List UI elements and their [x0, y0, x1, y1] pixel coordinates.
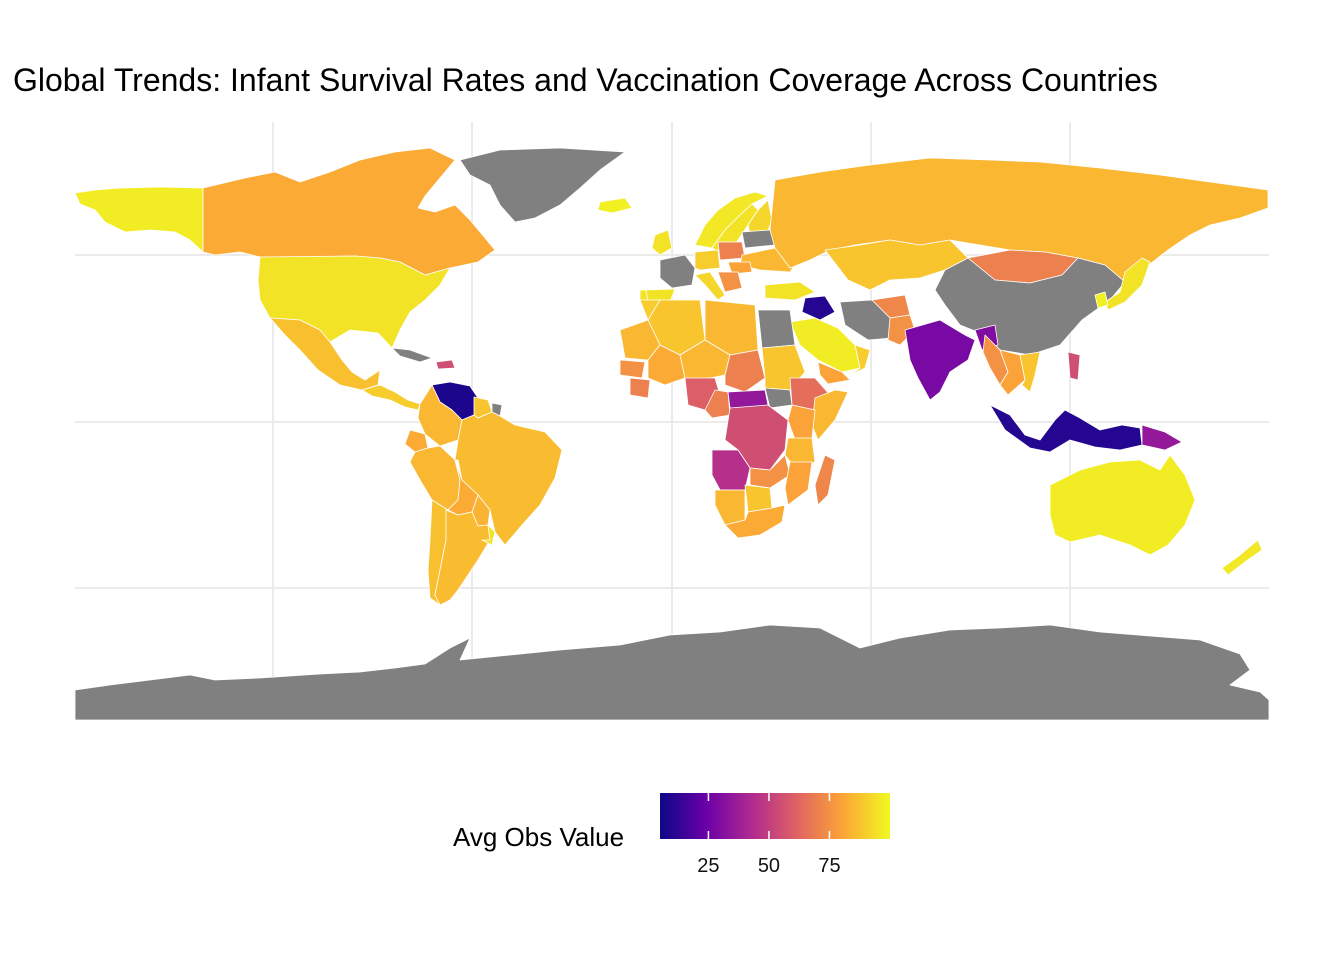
country-regions — [74, 147, 1270, 721]
legend-tick-label: 25 — [697, 855, 720, 877]
region-south-sudan — [764, 387, 793, 409]
region-iceland — [597, 197, 633, 214]
region-france — [659, 254, 696, 289]
region-cameroon — [704, 389, 731, 419]
region-united-kingdom — [651, 229, 673, 256]
region-haiti — [435, 359, 456, 370]
region-new-zealand — [1221, 539, 1263, 576]
region-namibia — [714, 489, 746, 526]
region-australia — [1049, 454, 1196, 556]
region-vietnam — [1019, 351, 1041, 393]
region-poland — [717, 241, 746, 261]
region-japan — [1104, 257, 1151, 311]
region-romania — [727, 261, 753, 275]
region-peru — [409, 445, 461, 511]
region-madagascar — [814, 454, 836, 506]
region-somalia — [811, 389, 849, 441]
region-antarctica — [74, 624, 1270, 721]
region-korea — [1094, 291, 1109, 309]
region-indonesia — [989, 404, 1143, 453]
region-india — [904, 319, 976, 401]
region-uruguay — [481, 524, 496, 546]
region-central-america — [361, 384, 421, 411]
region-argentina — [434, 509, 491, 606]
region-philippines — [1067, 351, 1081, 381]
region-greenland — [459, 147, 626, 223]
region-brazil — [454, 411, 563, 546]
region-egypt — [757, 309, 796, 349]
region-iraq — [801, 295, 836, 321]
region-kenya — [787, 404, 816, 441]
legend-title: Avg Obs Value — [453, 822, 625, 852]
region-guinea — [629, 377, 651, 399]
region-alaska — [74, 186, 204, 253]
legend-tick-label: 50 — [757, 855, 781, 877]
region-italy — [694, 271, 726, 301]
region-oman — [849, 344, 871, 376]
legend-gradient — [660, 793, 890, 839]
region-south-africa — [724, 504, 786, 539]
region-yemen — [817, 361, 851, 385]
region-cuba — [391, 347, 433, 363]
region-mexico — [269, 317, 381, 391]
chart-title: Global Trends: Infant Survival Rates and… — [13, 62, 1158, 98]
region-turkey — [764, 281, 816, 301]
region-botswana — [744, 484, 773, 513]
region-papua-new-guinea — [1141, 424, 1183, 451]
region-chad — [724, 349, 766, 393]
legend-tick-label: 75 — [818, 855, 841, 877]
region-germany — [694, 249, 721, 271]
region-senegal — [619, 359, 646, 379]
legend-colorbar — [660, 793, 890, 839]
region-belarus — [741, 229, 776, 249]
region-mozambique — [784, 461, 813, 506]
region-balkans — [717, 271, 743, 293]
